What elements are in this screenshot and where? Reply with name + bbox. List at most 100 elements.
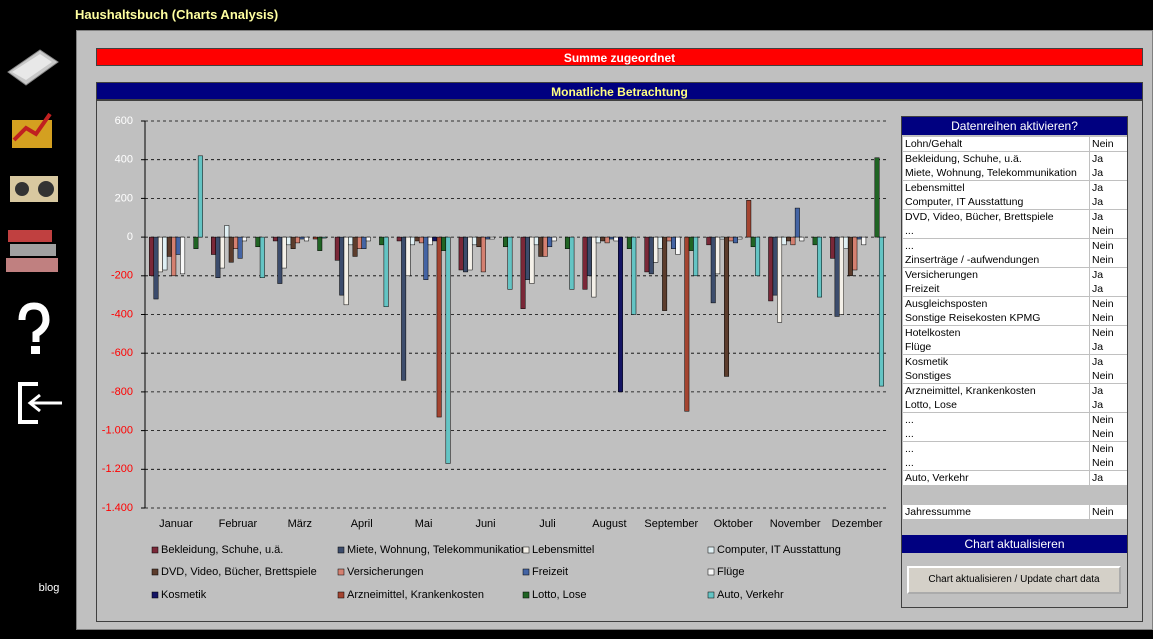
bar <box>233 236 239 249</box>
chart-icon[interactable] <box>12 112 52 148</box>
row-toggle[interactable]: Ja <box>1089 354 1130 369</box>
row-toggle[interactable]: Ja <box>1089 383 1130 398</box>
legend-label: Miete, Wohnung, Telekommunikation <box>347 544 527 556</box>
title-bar: Haushaltsbuch (Charts Analysis) <box>0 0 1153 30</box>
bar <box>365 236 371 242</box>
row-label: Jahressumme <box>905 506 971 518</box>
row-toggle[interactable]: Ja <box>1089 166 1130 180</box>
bar <box>255 236 261 248</box>
panel-row: ... Nein <box>903 238 1130 253</box>
bar <box>768 236 774 302</box>
bar <box>710 236 716 304</box>
row-toggle[interactable]: Ja <box>1089 340 1130 354</box>
bar <box>839 236 844 315</box>
row-toggle[interactable]: Nein <box>1089 137 1130 151</box>
bar <box>352 236 358 257</box>
panel-row: Computer, IT Ausstattung Ja <box>903 195 1127 209</box>
row-toggle[interactable]: Ja <box>1089 470 1130 485</box>
bar <box>794 207 800 238</box>
bar <box>339 236 345 296</box>
legend-swatch <box>337 591 345 599</box>
panel-row: ... Nein <box>903 441 1130 456</box>
row-toggle[interactable]: Nein <box>1089 456 1130 470</box>
panel-row: Lebensmittel Ja <box>903 180 1130 195</box>
row-label: Freizeit <box>905 283 940 295</box>
row-toggle[interactable]: Nein <box>1089 441 1130 456</box>
row-toggle[interactable]: Nein <box>1089 296 1130 311</box>
row-toggle[interactable]: Nein <box>1089 427 1130 441</box>
row-toggle[interactable]: Nein <box>1089 369 1130 383</box>
row-label: Sonstiges <box>905 370 952 382</box>
legend-label: DVD, Video, Bücher, Brettspiele <box>161 566 317 578</box>
bar <box>626 236 632 249</box>
bar <box>299 236 305 240</box>
blog-link[interactable]: blog <box>39 582 60 594</box>
bar <box>476 236 482 248</box>
row-toggle[interactable]: Ja <box>1089 282 1130 296</box>
keyboard-icon[interactable] <box>7 49 59 86</box>
row-label: Ausgleichsposten <box>905 297 988 310</box>
legend-swatch <box>337 546 345 554</box>
row-label: Computer, IT Ausstattung <box>905 196 1024 208</box>
bar <box>746 200 752 238</box>
bar <box>653 236 659 263</box>
row-label: ... <box>905 413 914 426</box>
row-label: Miete, Wohnung, Telekommunikation <box>905 167 1077 179</box>
bar <box>631 236 637 315</box>
bar <box>847 236 853 277</box>
row-toggle[interactable]: Nein <box>1089 238 1130 253</box>
bar <box>551 236 557 242</box>
bar <box>569 236 575 290</box>
bar <box>777 236 783 323</box>
bar <box>503 236 508 248</box>
row-toggle[interactable]: Nein <box>1089 311 1130 325</box>
row-label: Bekleidung, Schuhe, u.ä. <box>905 152 1022 165</box>
sidebar-icons: blog <box>6 49 62 594</box>
panel-row: Kosmetik Ja <box>903 354 1130 369</box>
row-label: Auto, Verkehr <box>905 471 969 484</box>
y-tick-label: 200 <box>115 192 133 204</box>
x-tick-label: September <box>644 518 698 530</box>
panel-row: Freizeit Ja <box>903 282 1127 296</box>
row-toggle[interactable]: Ja <box>1089 180 1130 195</box>
legend-swatch <box>151 591 159 599</box>
bar <box>401 236 407 381</box>
row-toggle[interactable]: Nein <box>1089 505 1130 519</box>
x-tick-label: November <box>770 518 821 530</box>
row-label: ... <box>905 239 914 252</box>
row-toggle[interactable]: Ja <box>1089 267 1130 282</box>
row-label: ... <box>905 442 914 455</box>
update-button[interactable]: Chart aktualisieren / Update chart data <box>907 566 1121 594</box>
bar <box>418 236 424 244</box>
bar <box>432 236 438 242</box>
row-toggle[interactable]: Nein <box>1089 224 1130 238</box>
bar <box>582 236 588 290</box>
sum-banner: Summe zugeordnet <box>96 48 1143 66</box>
bar <box>485 236 491 240</box>
row-toggle[interactable]: Nein <box>1089 325 1130 340</box>
row-toggle[interactable]: Nein <box>1089 253 1130 267</box>
row-toggle[interactable]: Ja <box>1089 209 1130 224</box>
row-label: Hotelkosten <box>905 326 961 339</box>
books-icon[interactable] <box>6 230 58 272</box>
legend-label: Bekleidung, Schuhe, u.ä. <box>161 544 283 556</box>
bar <box>290 236 296 249</box>
legend-swatch <box>151 546 159 554</box>
bar <box>595 236 601 244</box>
help-icon[interactable] <box>18 302 50 354</box>
x-tick-label: Mai <box>415 518 433 530</box>
x-tick-label: Oktober <box>714 518 753 530</box>
series-panel: Datenreihen aktivieren? Lohn/Gehalt Nein B… <box>901 116 1128 608</box>
bar <box>666 236 672 242</box>
legend-label: Computer, IT Ausstattung <box>717 544 841 556</box>
row-toggle[interactable]: Ja <box>1089 151 1130 166</box>
row-toggle[interactable]: Ja <box>1089 195 1130 209</box>
bar <box>538 236 544 257</box>
exit-icon[interactable] <box>18 382 62 424</box>
row-toggle[interactable]: Ja <box>1089 398 1130 412</box>
bar <box>489 236 495 240</box>
y-tick-label: -400 <box>111 308 133 320</box>
row-toggle[interactable]: Nein <box>1089 412 1130 427</box>
settings-icon[interactable] <box>10 176 58 202</box>
